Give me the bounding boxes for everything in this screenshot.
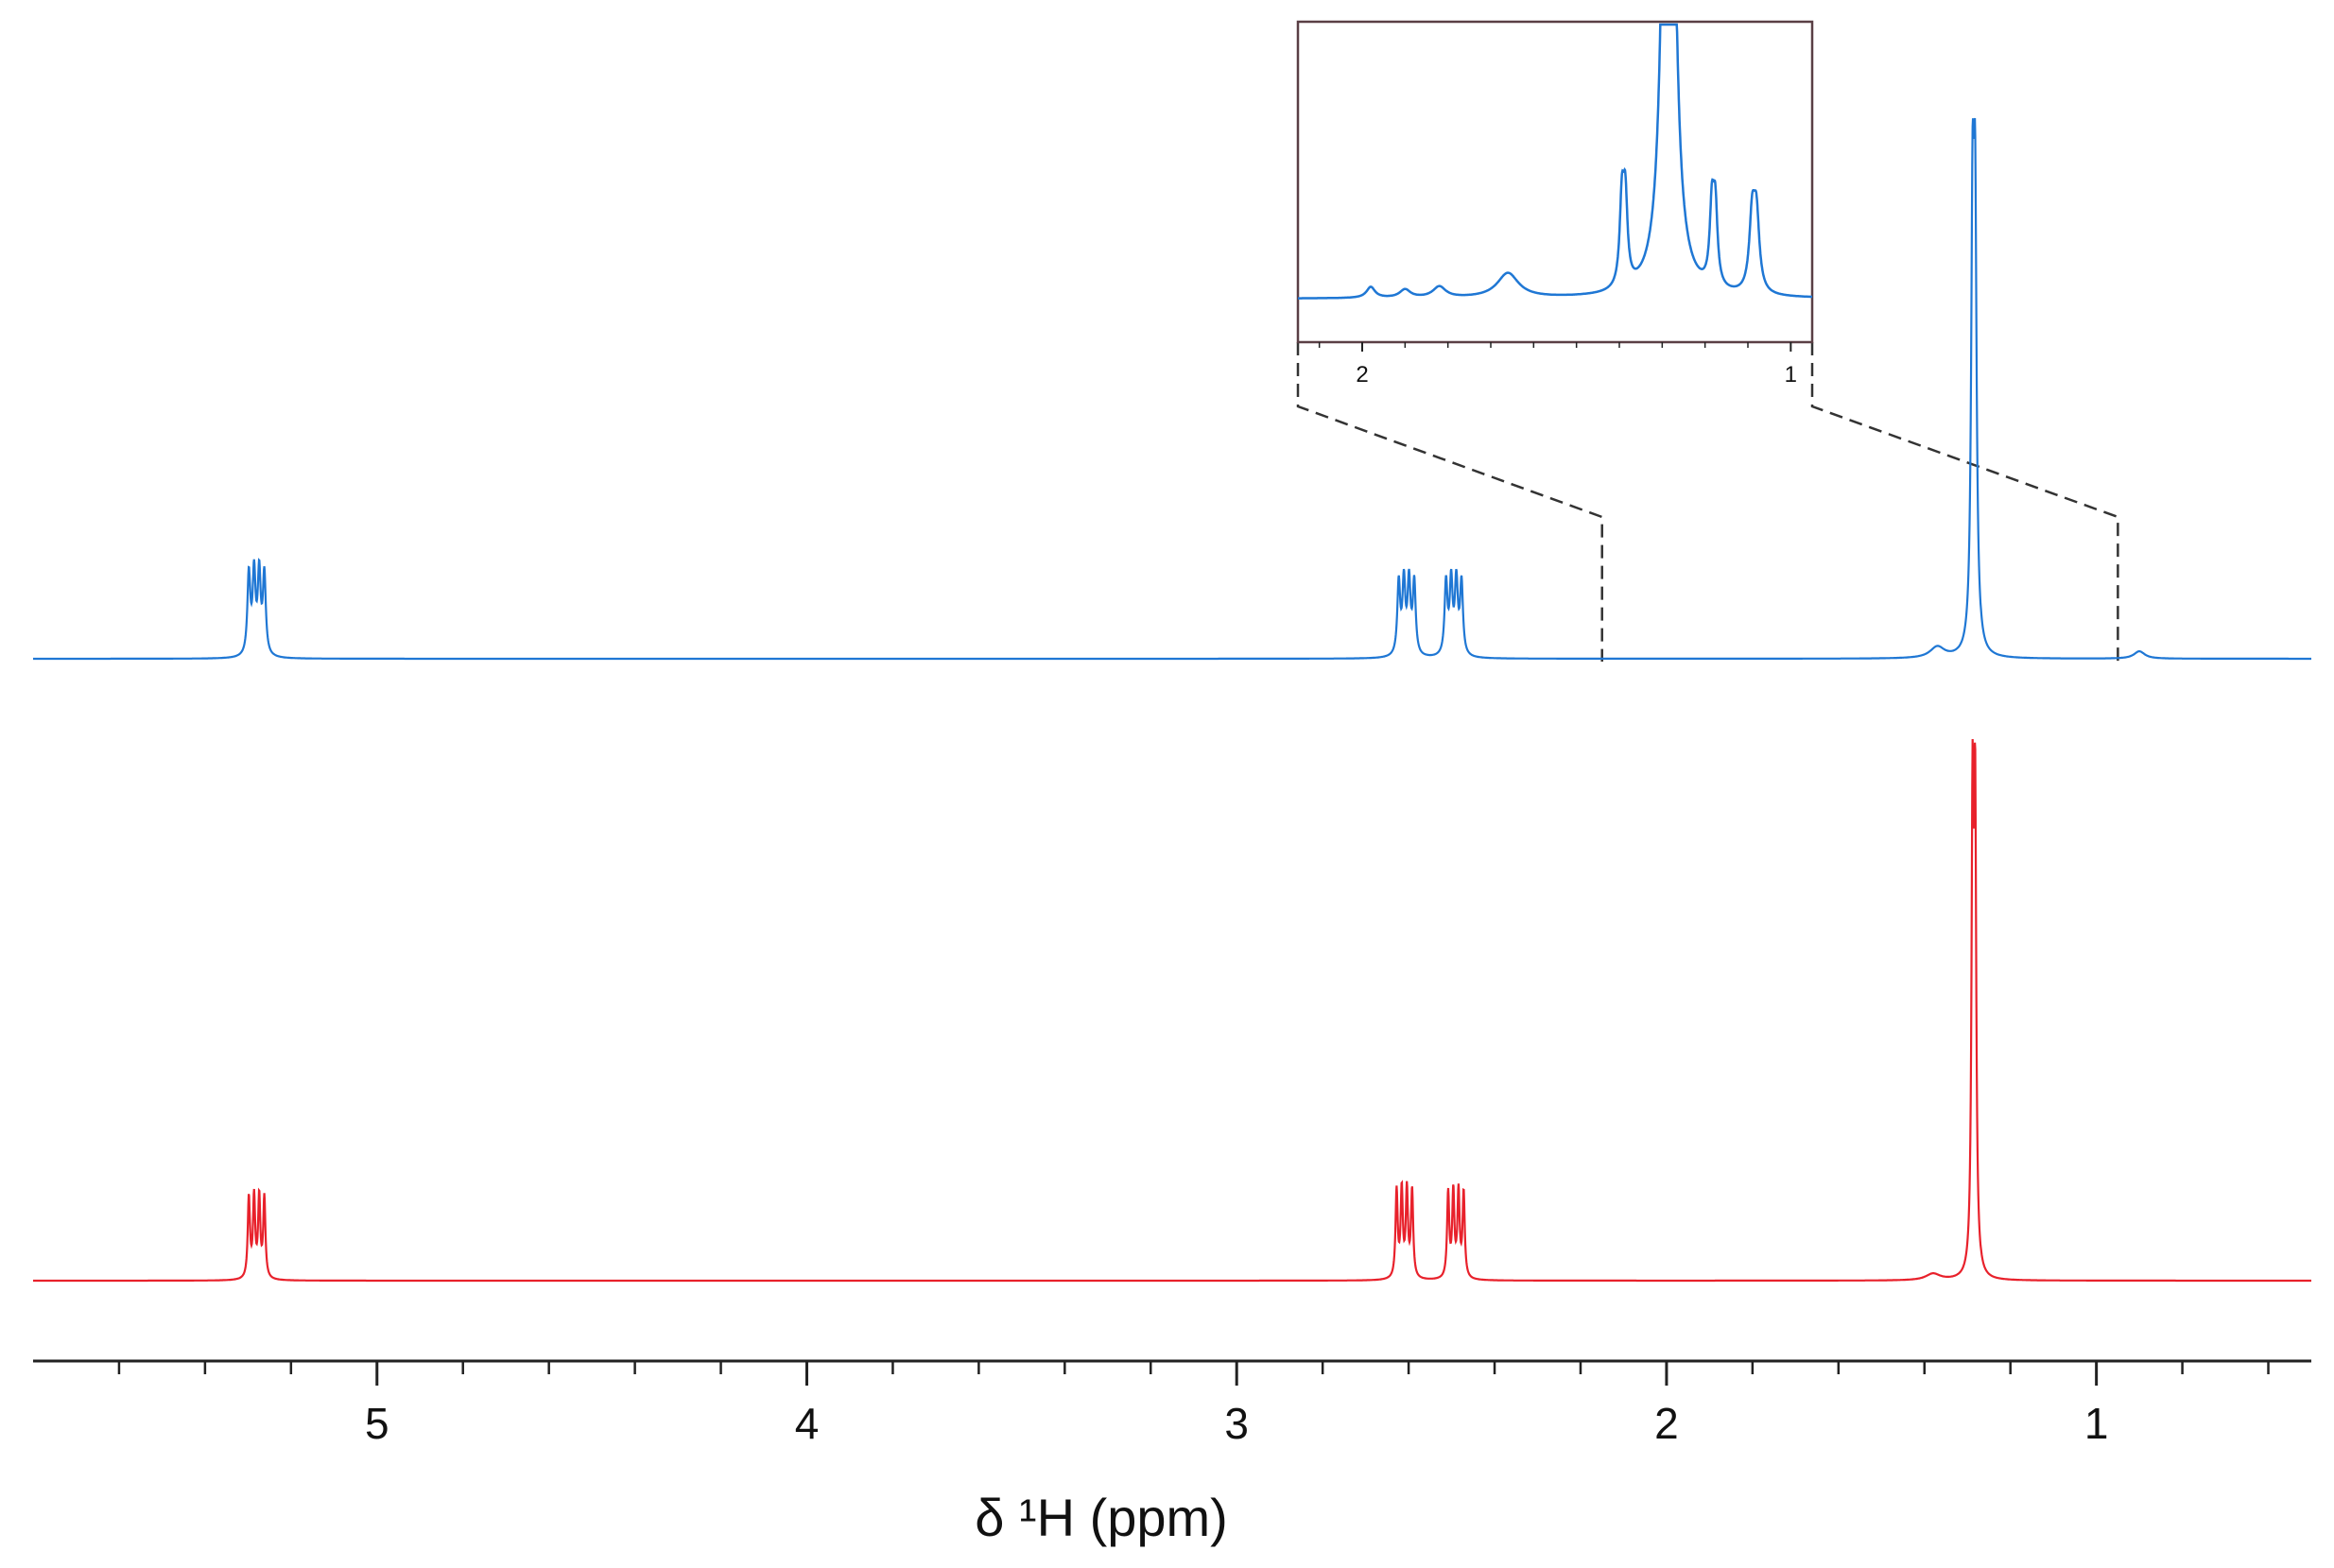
x-tick-label: 2 <box>1654 1399 1679 1448</box>
x-tick-label: 3 <box>1224 1399 1249 1448</box>
spectra-group <box>33 117 2311 1283</box>
x-tick-label: 1 <box>2084 1399 2109 1448</box>
zoom-connector-right <box>1810 342 2119 662</box>
inset-tick-label: 2 <box>1356 362 1368 388</box>
x-tick-label: 5 <box>365 1399 389 1448</box>
x-axis: 5 4 3 2 1 <box>33 1359 2311 1448</box>
zoom-connector-lines <box>1296 342 2119 662</box>
inset-tick-label: 1 <box>1785 362 1797 388</box>
spectrum-trace-2 <box>33 738 2311 1283</box>
zoom-connector-left <box>1296 342 1603 662</box>
x-tick-label: 4 <box>795 1399 820 1448</box>
inset-spectrum-trace <box>1298 23 1812 300</box>
inset-frame <box>1296 20 1814 344</box>
x-axis-title: δ ¹H (ppm) <box>975 1488 1228 1547</box>
spectrum-trace-1 <box>33 117 2311 661</box>
